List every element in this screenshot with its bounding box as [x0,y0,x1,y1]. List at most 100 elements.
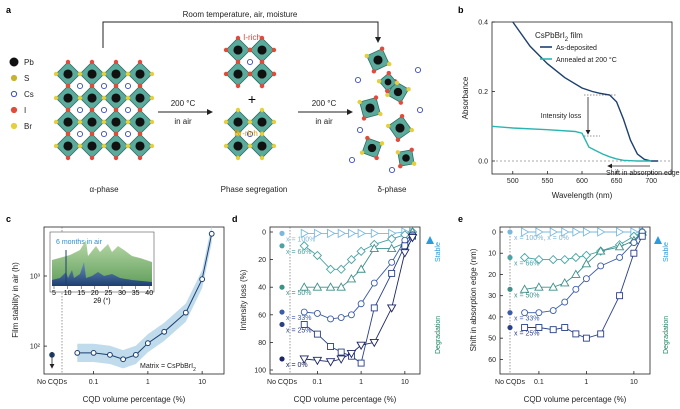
delta-halide-atom [385,92,390,98]
inset-tick-label: 10 [64,290,72,297]
delta-halide-atom [398,100,404,105]
alpha-halide-atom [65,83,71,89]
e-series [519,227,648,342]
marker-triangle-right [357,228,367,239]
alpha-halide-atom [149,119,155,125]
marker-triangle-up [534,282,544,291]
c-ytick-label: 10² [30,344,41,351]
loss-label-bg [536,110,586,120]
delta-pb-atom [393,87,403,97]
legend-label-cs: Cs [24,90,34,99]
marker-triangle-right [549,227,559,237]
b-ytick-label: 0.4 [478,20,488,27]
e-xtick-label: 1 [584,379,588,386]
marker-square [388,269,396,277]
alpha-halide-atom [65,131,71,137]
marker-diamond [387,234,397,244]
alpha-pb-atom [63,141,73,151]
delta-pb-atom [365,103,375,113]
d-series-label: x = 66% [286,249,312,256]
panel-e-ticks: No CQDs 0.1 1 10 0 10 20 30 40 50 60 [488,230,638,387]
marker-square [337,348,345,356]
d-series-label: x = 33% [286,315,312,322]
br-rich-label: Br-rich [234,129,258,138]
series-annealed [491,125,652,162]
marker-triangle-up [346,274,357,283]
alpha-pb-atom [111,141,121,151]
marker-triangle-right [327,228,336,239]
marker-triangle-up [519,284,530,293]
plus-sign: + [248,91,256,107]
e-ytick-label: 30 [488,293,496,300]
step2-temp: 200 °C [312,99,337,108]
alpha-cs-atom [76,130,84,138]
br-rich-halide-atom [223,119,229,125]
alpha-pb-atom [87,69,97,79]
marker-triangle-up [336,282,346,291]
br-rich-pb-atom [233,117,243,127]
alpha-halide-atom [137,83,143,89]
d-arrow-head [426,236,434,244]
inset-tick-label: 20 [91,290,99,297]
e-xlabel: CQD volume percentage (%) [524,395,627,404]
c-ylabel: Film stability in air (h) [11,262,20,338]
d-series-line [304,231,413,288]
alpha-halide-atom [113,155,119,161]
panel-a: a Room temperature, air, moisture Pb S Cs I… [6,5,424,194]
delta-halide-atom [394,80,400,85]
delta-phase-cluster [348,46,424,174]
b-xtick-label: 600 [576,178,588,185]
d-ytick-label: 100 [254,368,266,375]
marker-triangle-up [559,278,570,287]
delta-pb-atom [402,154,410,162]
br-rich-halide-atom [259,107,265,113]
alpha-phase-label: α-phase [89,185,119,194]
delta-cs-atom [416,106,424,114]
delta-halide-atom [386,70,391,76]
alpha-cs-atom [76,106,84,114]
e-nocqd-point [507,324,513,331]
alpha-halide-atom [125,95,131,101]
d-xtick-label: 0.1 [313,379,323,386]
e-ytick-label: 0 [492,230,496,237]
stability-point [74,349,81,356]
marker-triangle-right [561,227,570,237]
br-rich-halide-atom [247,119,253,125]
alpha-halide-atom [125,119,131,125]
alpha-pb-atom [135,117,145,127]
marker-diamond [325,264,336,274]
panel-c-label: c [6,214,11,224]
alpha-halide-atom [149,71,155,77]
marker-square [521,324,529,331]
marker-triangle-down [356,341,366,351]
e-stable-label: Stable [663,242,670,262]
i-rich-halide-atom [259,83,265,89]
inset-tick-label: 15 [77,290,85,297]
legend-as-deposited: As-deposited [556,45,597,52]
alpha-pb-atom [135,93,145,103]
phase-seg-label: Phase segregation [221,185,288,194]
alpha-cs-atom [100,106,108,114]
d-nocqd-point [279,321,285,328]
marker-triangle-right [300,228,310,239]
i-rich-lattice [223,35,277,89]
marker-circle [582,275,590,283]
d-xtick-label: 1 [359,379,363,386]
br-rich-halide-atom [259,131,265,137]
marker-square [313,330,321,338]
marker-triangle-up [312,282,323,291]
e-series-label: x = 50% [514,292,540,299]
delta-halide-atom [364,53,369,59]
alpha-halide-atom [137,59,143,65]
b-xtick-label: 500 [507,178,519,185]
delta-halide-atom [379,141,385,146]
marker-triangle-down [336,355,346,364]
marker-square [616,292,624,300]
stability-point [132,351,139,358]
panel-c-ticks: No CQDs 0.1 1 10 10² 10³ [30,274,206,387]
d-nocqd-point [279,230,285,236]
marker-square [572,330,580,338]
top-arrow-line [102,21,381,48]
d-series-line [304,237,413,363]
